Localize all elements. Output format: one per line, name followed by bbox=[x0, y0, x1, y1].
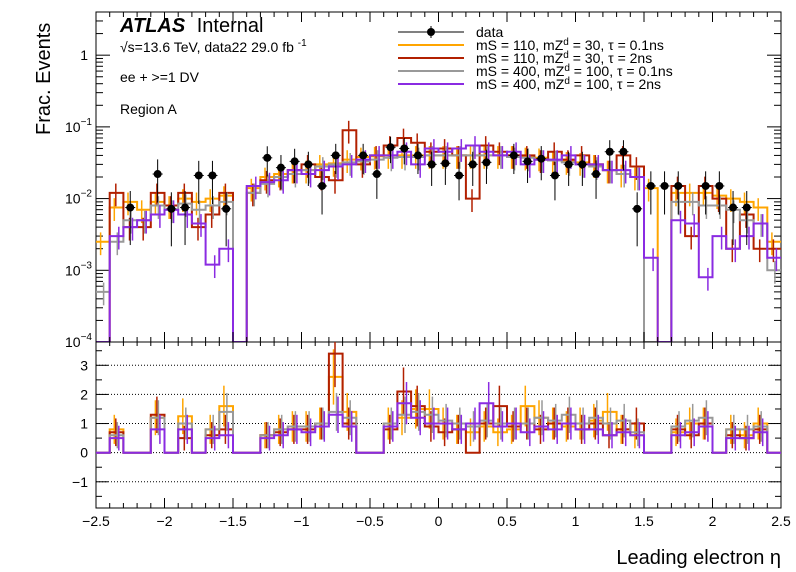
ratio-y-tick-label: −1 bbox=[72, 474, 88, 490]
data-point bbox=[701, 181, 710, 190]
x-axis-label: Leading electron η bbox=[616, 547, 781, 569]
y-tick-label: 1 bbox=[80, 47, 88, 63]
x-tick-label: −1 bbox=[294, 513, 310, 529]
svg-text:ATLAS Internal: ATLAS Internal bbox=[119, 15, 263, 37]
atlas-label: ATLAS bbox=[119, 15, 186, 37]
data-point bbox=[605, 147, 614, 156]
data-point bbox=[181, 203, 190, 212]
data-point bbox=[742, 203, 751, 212]
data-point bbox=[194, 171, 203, 180]
ratio-y-tick-label: 1 bbox=[80, 416, 88, 432]
data-point bbox=[482, 158, 491, 167]
y-tick-label: 10−3 bbox=[65, 260, 92, 278]
x-tick-label: 0 bbox=[435, 513, 443, 529]
legend-series-label: mS = 110, mZd = 30, τ = 2ns bbox=[476, 50, 652, 66]
data-point bbox=[167, 204, 176, 213]
data-point bbox=[276, 163, 285, 172]
legend-series-label: mS = 400, mZd = 100, τ = 2ns bbox=[476, 76, 661, 92]
data-point bbox=[578, 160, 587, 169]
x-tick-label: 2.5 bbox=[771, 513, 791, 529]
internal-label: Internal bbox=[197, 15, 264, 37]
histogram-series-4 bbox=[96, 144, 781, 342]
x-tick-label: 1.5 bbox=[634, 513, 654, 529]
selection-label: ee + >=1 DV bbox=[120, 69, 200, 85]
data-point bbox=[674, 181, 683, 190]
energy-lumi-label: √s=13.6 TeV, data22 29.0 fb bbox=[120, 39, 294, 55]
legend-data-label: data bbox=[476, 24, 503, 40]
data-point bbox=[441, 159, 450, 168]
ratio-y-tick-label: 0 bbox=[80, 445, 88, 461]
data-point bbox=[427, 160, 436, 169]
x-tick-label: −2 bbox=[157, 513, 173, 529]
y-tick-label: 10−4 bbox=[65, 332, 92, 350]
data-point bbox=[331, 151, 340, 160]
y-tick-label: 10−2 bbox=[65, 189, 92, 207]
data-point bbox=[633, 204, 642, 213]
data-point bbox=[592, 170, 601, 179]
data-point bbox=[372, 170, 381, 179]
top-panel-y-ticks: 1 10−1 10−2 10−3 10−4 bbox=[65, 11, 781, 350]
data-point bbox=[413, 151, 422, 160]
top-panel-data-points bbox=[125, 136, 752, 247]
data-point bbox=[550, 171, 559, 180]
data-point bbox=[509, 151, 518, 160]
svg-text:√s=13.6 TeV, data22 29.0 fb: √s=13.6 TeV, data22 29.0 fb -1 bbox=[120, 38, 307, 55]
data-point bbox=[646, 181, 655, 190]
legend-series-label: mS = 400, mZd = 100, τ = 0.1ns bbox=[476, 63, 673, 79]
data-point bbox=[318, 181, 327, 190]
x-tick-label: −2.5 bbox=[82, 513, 110, 529]
data-point bbox=[619, 147, 628, 156]
data-point bbox=[222, 204, 231, 213]
data-point bbox=[468, 160, 477, 169]
data-point bbox=[660, 181, 669, 190]
ratio-y-tick-label: 2 bbox=[80, 386, 88, 402]
x-tick-label: 0.5 bbox=[497, 513, 517, 529]
ratio-series-4 bbox=[96, 402, 781, 454]
x-axis-ticks: −2.5 −2 −1.5 −1 −0.5 0 0.5 1 1.5 2 2.5 bbox=[82, 12, 791, 529]
x-tick-label: 1 bbox=[572, 513, 580, 529]
data-point bbox=[537, 154, 546, 163]
energy-lumi-exponent: -1 bbox=[298, 38, 307, 49]
data-point bbox=[729, 203, 738, 212]
x-tick-label: −0.5 bbox=[356, 513, 384, 529]
data-point bbox=[263, 153, 272, 162]
x-tick-label: −1.5 bbox=[219, 513, 247, 529]
data-point bbox=[208, 171, 217, 180]
data-point bbox=[564, 160, 573, 169]
y-axis-label: Frac. Events bbox=[33, 23, 55, 135]
y-tick-label: 10−1 bbox=[65, 117, 92, 135]
data-point bbox=[153, 170, 162, 179]
legend-series-label: mS = 110, mZd = 30, τ = 0.1ns bbox=[476, 37, 664, 53]
data-point bbox=[386, 143, 395, 152]
data-point bbox=[359, 151, 368, 160]
data-point bbox=[715, 181, 724, 190]
data-point bbox=[290, 157, 299, 166]
legend-data-marker bbox=[427, 28, 435, 36]
data-point bbox=[126, 203, 135, 212]
data-point bbox=[304, 160, 313, 169]
data-point bbox=[523, 157, 532, 166]
ratio-y-tick-label: 3 bbox=[80, 357, 88, 373]
x-tick-label: 2 bbox=[709, 513, 717, 529]
top-panel-histograms bbox=[96, 120, 781, 342]
region-label: Region A bbox=[120, 101, 177, 117]
data-point bbox=[400, 144, 409, 153]
data-point bbox=[455, 171, 464, 180]
ratio-panel-histograms bbox=[96, 342, 781, 454]
